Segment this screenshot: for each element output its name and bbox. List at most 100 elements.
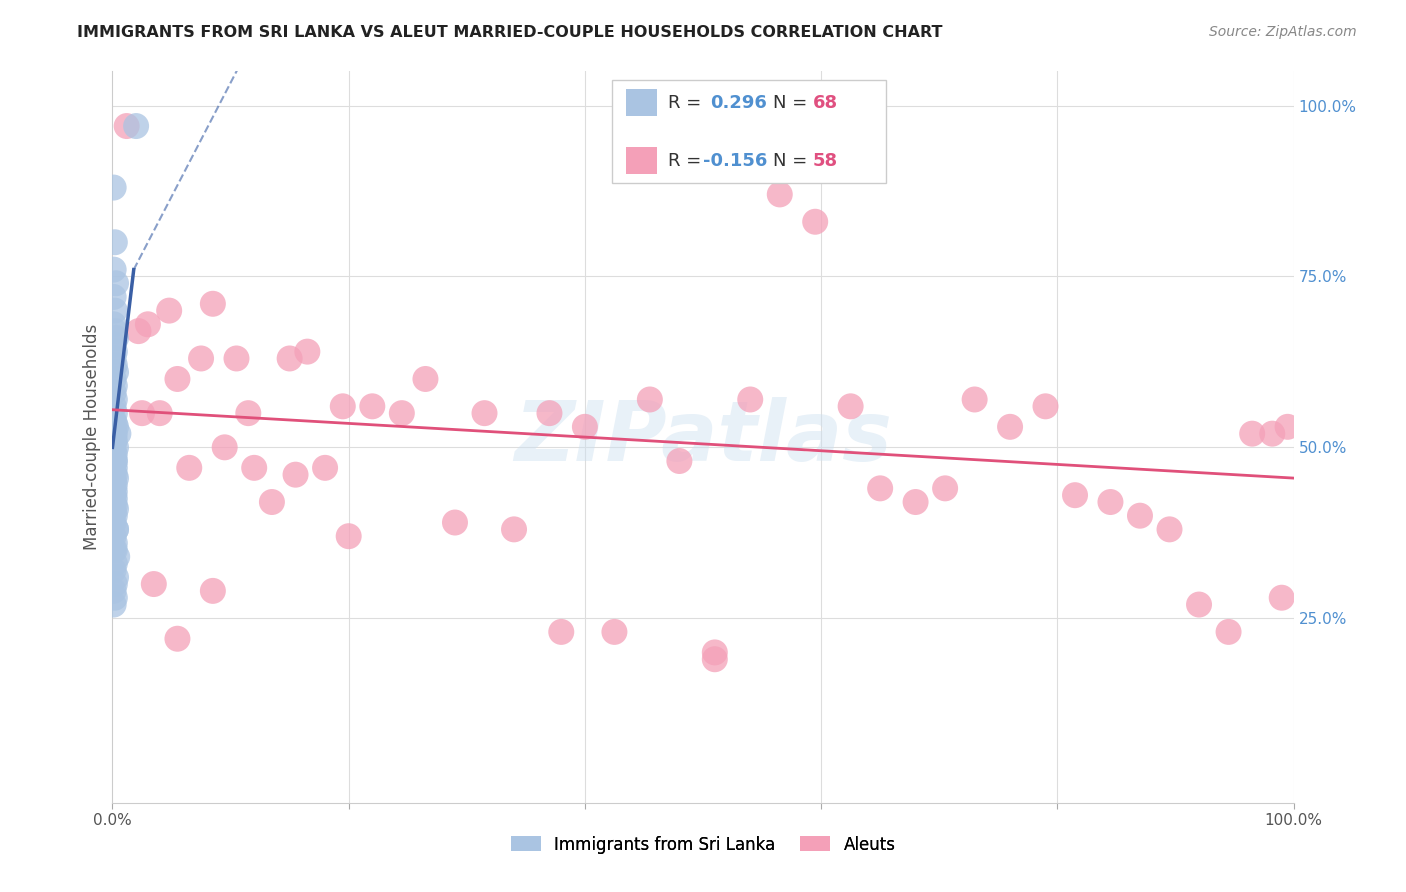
Point	[105, 549, 128, 564]
Point	[105, 331, 128, 345]
Point	[103, 413, 125, 427]
Point	[103, 430, 125, 444]
Point	[103, 338, 125, 352]
Text: IMMIGRANTS FROM SRI LANKA VS ALEUT MARRIED-COUPLE HOUSEHOLDS CORRELATION CHART: IMMIGRANTS FROM SRI LANKA VS ALEUT MARRI…	[77, 25, 943, 40]
Point	[668, 454, 690, 468]
Point	[104, 454, 127, 468]
Point	[104, 557, 127, 571]
Point	[104, 491, 127, 506]
Point	[103, 464, 125, 478]
Point	[574, 420, 596, 434]
Point	[104, 235, 127, 250]
Point	[214, 440, 236, 454]
Point	[278, 351, 301, 366]
Point	[703, 652, 725, 666]
Text: R =: R =	[668, 152, 707, 169]
Point	[201, 297, 224, 311]
Point	[104, 577, 127, 591]
Point	[103, 385, 125, 400]
Point	[127, 324, 149, 338]
Text: 58: 58	[813, 152, 838, 169]
Point	[538, 406, 561, 420]
Point	[104, 508, 127, 523]
Point	[904, 495, 927, 509]
Point	[157, 303, 180, 318]
Point	[104, 426, 127, 441]
Point	[963, 392, 986, 407]
Point	[136, 318, 159, 332]
Point	[869, 481, 891, 495]
Text: R =: R =	[668, 94, 707, 112]
Point	[103, 598, 125, 612]
Point	[332, 400, 354, 414]
Point	[104, 434, 127, 448]
Point	[179, 460, 201, 475]
Point	[839, 400, 862, 414]
Point	[103, 372, 125, 386]
Point	[149, 406, 172, 420]
Point	[769, 187, 792, 202]
Point	[104, 454, 127, 468]
Y-axis label: Married-couple Households: Married-couple Households	[83, 324, 101, 550]
Text: -0.156: -0.156	[703, 152, 768, 169]
Point	[103, 180, 125, 194]
Point	[1271, 591, 1294, 605]
Point	[103, 481, 125, 495]
Point	[998, 420, 1021, 434]
Point	[503, 522, 526, 536]
Point	[1188, 598, 1211, 612]
Point	[740, 392, 762, 407]
Point	[131, 406, 153, 420]
Point	[104, 379, 127, 393]
Point	[125, 119, 148, 133]
Point	[284, 467, 307, 482]
Point	[103, 318, 125, 332]
Point	[391, 406, 413, 420]
Point	[104, 447, 127, 461]
Point	[104, 460, 127, 475]
Point	[103, 583, 125, 598]
Text: Source: ZipAtlas.com: Source: ZipAtlas.com	[1209, 25, 1357, 39]
Point	[550, 624, 572, 639]
Point	[201, 583, 224, 598]
Point	[105, 420, 128, 434]
Point	[297, 344, 319, 359]
Point	[166, 372, 188, 386]
Point	[104, 344, 127, 359]
Point	[103, 475, 125, 489]
Point	[1277, 420, 1299, 434]
Point	[314, 460, 336, 475]
Point	[104, 392, 127, 407]
Point	[260, 495, 283, 509]
Point	[638, 392, 661, 407]
Text: N =: N =	[773, 152, 813, 169]
Point	[1035, 400, 1057, 414]
Point	[103, 505, 125, 519]
Point	[103, 400, 125, 414]
Point	[103, 495, 125, 509]
Text: N =: N =	[773, 94, 813, 112]
Point	[105, 570, 128, 584]
Point	[103, 488, 125, 502]
Point	[1129, 508, 1152, 523]
Point	[103, 443, 125, 458]
Point	[107, 426, 129, 441]
Point	[103, 437, 125, 451]
Point	[1261, 426, 1284, 441]
Point	[103, 488, 125, 502]
Point	[103, 351, 125, 366]
Point	[104, 417, 127, 431]
Point	[238, 406, 260, 420]
Point	[104, 303, 127, 318]
Legend: Immigrants from Sri Lanka, Aleuts: Immigrants from Sri Lanka, Aleuts	[503, 829, 903, 860]
Point	[104, 406, 127, 420]
Point	[415, 372, 437, 386]
Point	[104, 542, 127, 557]
Text: 68: 68	[813, 94, 838, 112]
Point	[104, 591, 127, 605]
Point	[934, 481, 956, 495]
Point	[1099, 495, 1122, 509]
Point	[1064, 488, 1087, 502]
Point	[105, 277, 128, 291]
Text: ZIPatlas: ZIPatlas	[515, 397, 891, 477]
